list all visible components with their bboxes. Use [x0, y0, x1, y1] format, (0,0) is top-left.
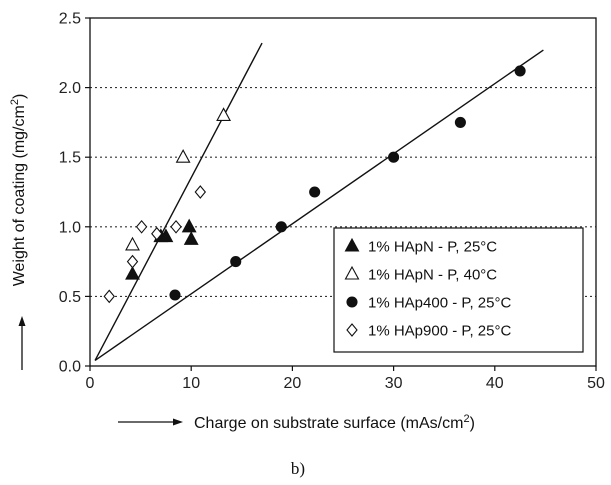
plot-border [89, 17, 597, 367]
data-point [230, 256, 242, 268]
data-point [183, 231, 199, 245]
data-point [194, 185, 207, 199]
fit-lines [94, 42, 544, 362]
legend-marker [346, 296, 358, 308]
x-tick-label: 0 [86, 375, 95, 392]
legend-label: 1% HAp900 - P, 25°C [368, 323, 511, 340]
data-points [103, 65, 526, 304]
y-tick-label: 2.0 [59, 80, 81, 97]
data-point [126, 254, 139, 269]
axis-ticks: 0.0 0.5 1.0 1.5 2.0 2.5 0 10 20 30 40 50 [59, 11, 605, 393]
legend-label: 1% HApN - P, 40°C [368, 267, 497, 284]
data-point [158, 228, 174, 243]
y-tick-label: 1.0 [59, 219, 81, 236]
x-tick-label: 40 [486, 375, 504, 392]
x-tick-label: 20 [284, 375, 302, 392]
data-point [454, 116, 466, 128]
legend-marker [344, 265, 360, 280]
fit-line [94, 49, 544, 362]
data-point [514, 65, 526, 77]
series-4 [103, 185, 207, 304]
legend-label: 1% HApN - P, 25°C [368, 239, 497, 256]
legend-label: 1% HAp400 - P, 25°C [368, 295, 511, 312]
data-point [181, 218, 197, 233]
legend-marker [344, 237, 360, 252]
data-point [309, 186, 321, 198]
data-point [388, 151, 400, 163]
legend: 1% HApN - P, 25°C 1% HApN - P, 40°C 1% HAp… [333, 227, 584, 353]
x-tick-label: 30 [385, 375, 403, 392]
legend-marker [346, 323, 358, 337]
data-point [216, 107, 232, 121]
data-point [169, 289, 181, 301]
data-point [151, 226, 163, 241]
y-axis-title: Weight of coating (mg/cm2) [9, 94, 28, 287]
data-point [125, 265, 140, 280]
fit-line [94, 42, 263, 361]
series-3 [169, 65, 526, 301]
plot-frame [89, 17, 597, 367]
x-axis-arrow [118, 418, 183, 426]
series-2 [125, 107, 232, 251]
data-point [175, 149, 191, 163]
legend-box [333, 227, 584, 353]
data-point [103, 289, 115, 304]
x-tick-label: 10 [182, 375, 200, 392]
figure-caption: b) [291, 459, 305, 478]
x-tick-label: 50 [587, 375, 605, 392]
data-point [135, 219, 148, 234]
data-point [275, 221, 287, 233]
y-axis-arrow [18, 316, 26, 370]
y-tick-label: 0.5 [59, 289, 81, 306]
data-point [170, 219, 182, 234]
data-point [125, 236, 140, 251]
y-tick-label: 2.5 [59, 11, 81, 28]
x-axis-title: Charge on substrate surface (mAs/cm2) [194, 413, 475, 432]
y-tick-label: 0.0 [59, 359, 81, 376]
y-tick-label: 1.5 [59, 150, 81, 167]
